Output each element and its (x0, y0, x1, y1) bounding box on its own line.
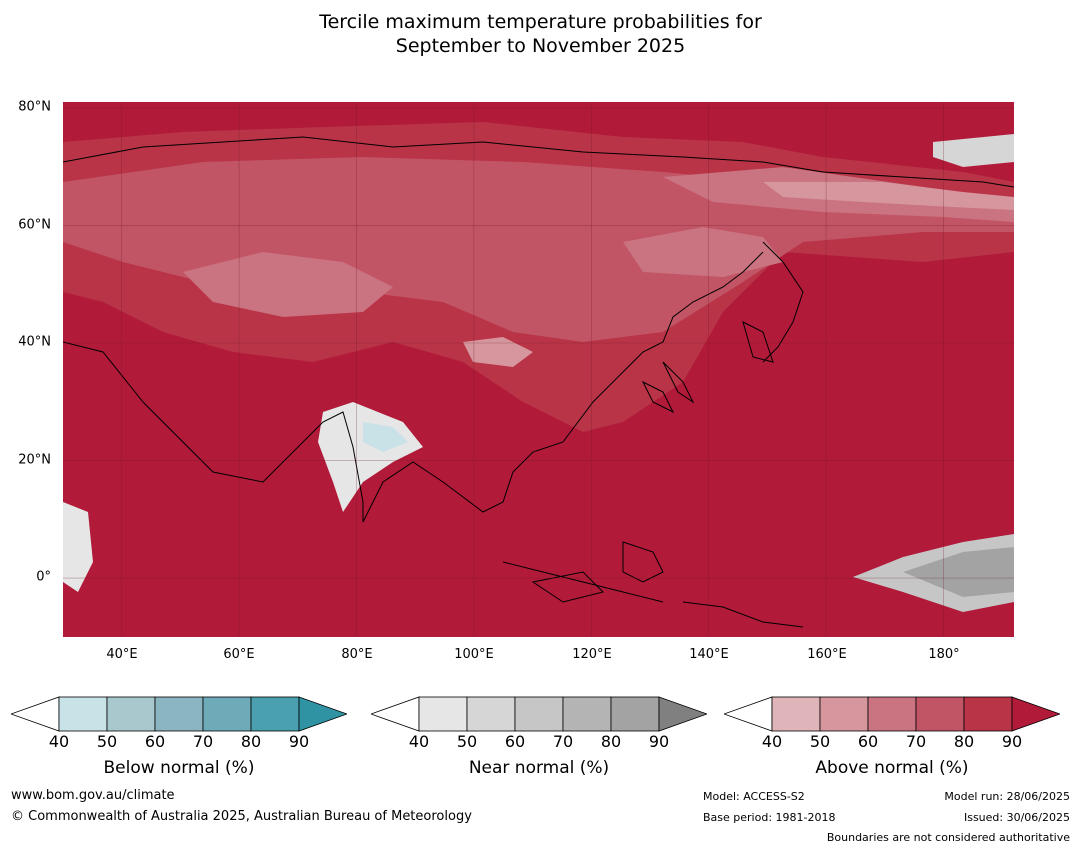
colorbar-below-label: Below normal (%) (103, 758, 255, 778)
region-above-60-east-asia (623, 227, 783, 277)
lon-label-120e: 120°E (572, 647, 612, 662)
region-above-50-southeast-asia (463, 337, 533, 367)
tick-90: 90 (288, 732, 310, 751)
lat-label-0: 0° (36, 569, 51, 585)
region-near-normal-india (318, 402, 423, 512)
lon-label-40e: 40°E (106, 647, 138, 662)
lon-label-180: 180° (928, 647, 960, 662)
tick-40: 40 (761, 732, 783, 751)
model-run-text: Model run: 28/06/2025 (944, 790, 1070, 803)
tick-50: 50 (96, 732, 118, 751)
lat-label-80n: 80°N (18, 99, 51, 115)
region-near-normal-pacific-core (903, 547, 1014, 597)
chart-title: Tercile maximum temperature probabilitie… (0, 10, 1081, 58)
lat-label-60n: 60°N (18, 217, 51, 233)
region-near-normal-africa (63, 502, 93, 592)
region-above-50-siberia (763, 182, 1014, 210)
tick-70: 70 (905, 732, 927, 751)
tick-70: 70 (192, 732, 214, 751)
tick-90: 90 (648, 732, 670, 751)
map-canvas (63, 102, 1014, 637)
tick-60: 60 (144, 732, 166, 751)
probability-map (63, 102, 1014, 637)
tick-40: 40 (408, 732, 430, 751)
disclaimer-text: Boundaries are not considered authoritat… (826, 831, 1070, 844)
tick-40: 40 (48, 732, 70, 751)
base-period-text: Base period: 1981-2018 (703, 811, 836, 824)
tick-60: 60 (504, 732, 526, 751)
colorbar-near-label: Near normal (%) (468, 758, 610, 778)
tick-80: 80 (240, 732, 262, 751)
colorbar-above-normal (724, 696, 1060, 732)
graticule (63, 102, 1014, 637)
colorbar-below-normal (11, 696, 347, 732)
lon-label-80e: 80°E (341, 647, 373, 662)
lat-label-20n: 20°N (18, 452, 51, 468)
lon-label-60e: 60°E (223, 647, 255, 662)
tick-80: 80 (953, 732, 975, 751)
lon-label-140e: 140°E (689, 647, 729, 662)
title-line-1: Tercile maximum temperature probabilitie… (319, 11, 762, 33)
region-above-60-central-asia (183, 252, 393, 317)
lon-label-160e: 160°E (807, 647, 847, 662)
lat-label-40n: 40°N (18, 334, 51, 350)
tick-50: 50 (456, 732, 478, 751)
tick-80: 80 (600, 732, 622, 751)
title-line-2: September to November 2025 (395, 35, 686, 57)
website-link[interactable]: www.bom.gov.au/climate (11, 788, 175, 803)
issued-text: Issued: 30/06/2025 (963, 811, 1070, 824)
lon-label-100e: 100°E (454, 647, 494, 662)
colorbar-above-label: Above normal (%) (815, 758, 969, 778)
coastlines (63, 136, 1014, 628)
region-below-normal-india (363, 422, 408, 452)
model-text: Model: ACCESS-S2 (703, 790, 805, 803)
tick-60: 60 (857, 732, 879, 751)
tick-50: 50 (809, 732, 831, 751)
copyright-text: © Commonwealth of Australia 2025, Austra… (11, 809, 472, 824)
region-near-normal-arctic (933, 134, 1014, 167)
colorbar-near-normal (371, 696, 707, 732)
tick-90: 90 (1001, 732, 1023, 751)
tick-70: 70 (552, 732, 574, 751)
